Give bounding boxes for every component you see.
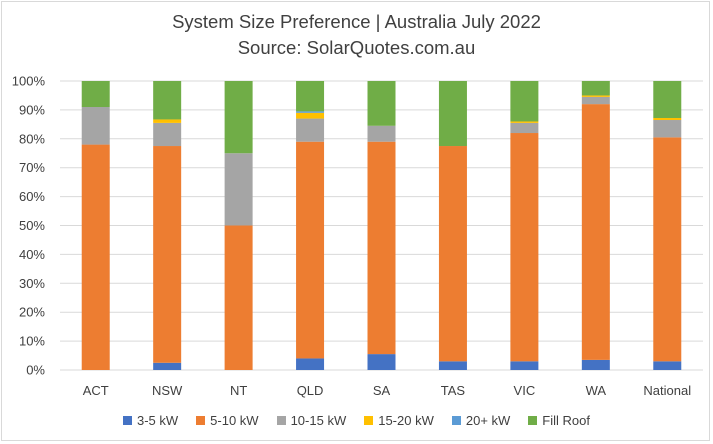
bar-segment — [438, 81, 467, 147]
bar-segment — [81, 107, 110, 145]
x-tick-label: QLD — [297, 383, 324, 398]
y-tick-label: 20% — [19, 305, 45, 320]
legend-item: Fill Roof — [528, 413, 590, 428]
bar-segment — [367, 81, 396, 126]
bar-segment — [153, 122, 182, 147]
legend-swatch — [123, 416, 132, 425]
legend-label: 20+ kW — [465, 413, 511, 428]
x-tick-label: NT — [230, 383, 247, 398]
bar-segment — [367, 141, 396, 355]
bar-segment — [224, 153, 253, 226]
bar-segment — [224, 81, 253, 154]
bar-segment — [581, 359, 610, 370]
y-tick-label: 10% — [19, 334, 45, 349]
bar-segment — [438, 146, 467, 362]
legend-label: 10-15 kW — [290, 413, 347, 428]
bar-segment — [153, 81, 182, 120]
bar-segment — [296, 111, 325, 113]
y-tick-label: 90% — [19, 102, 45, 117]
legend-item: 3-5 kW — [123, 413, 178, 428]
bar-segment — [510, 361, 539, 370]
bar-segment — [510, 122, 539, 134]
legend-swatch — [276, 416, 286, 425]
legend: 3-5 kW 5-10 kW 10-15 kW 15-20 kW 20+ kW Fill … — [0, 413, 713, 428]
bar-segment — [510, 81, 539, 122]
bar-segment — [581, 96, 610, 105]
bars — [81, 81, 682, 370]
bar-segment — [581, 95, 610, 97]
legend-item: 5-10 kW — [196, 413, 259, 428]
bar-segment — [438, 361, 467, 370]
y-tick-label: 40% — [19, 247, 45, 262]
bar-segment — [510, 133, 539, 362]
x-tick-label: National — [643, 383, 691, 398]
y-tick-label: 100% — [12, 74, 46, 89]
bar-segment — [581, 81, 610, 96]
bar-segment — [653, 120, 682, 138]
legend-swatch — [451, 416, 461, 425]
bar-segment — [153, 362, 182, 370]
bar-segment — [296, 118, 325, 142]
x-axis-labels: ACT NSW NT QLD SA TAS VIC WA National — [83, 383, 692, 398]
y-tick-label: 70% — [19, 160, 45, 175]
y-tick-label: 50% — [19, 218, 45, 233]
y-tick-label: 30% — [19, 276, 45, 291]
bar-segment — [510, 121, 539, 123]
x-tick-label: NSW — [152, 383, 183, 398]
bar-segment — [653, 117, 682, 121]
bar-segment — [296, 141, 325, 359]
bar-segment — [296, 112, 325, 119]
y-axis-labels: 0% 10% 20% 30% 40% 50% 60% 70% 80% 90% 100% — [12, 74, 46, 378]
legend-item: 20+ kW — [451, 413, 511, 428]
bar-segment — [81, 144, 110, 370]
bar-segment — [367, 125, 396, 142]
x-tick-label: SA — [373, 383, 391, 398]
bar-segment — [581, 104, 610, 360]
bar-segment — [296, 358, 325, 370]
x-tick-label: ACT — [83, 383, 109, 398]
legend-label: 3-5 kW — [137, 413, 179, 428]
bar-segment — [653, 361, 682, 370]
legend-label: Fill Roof — [542, 413, 590, 428]
legend-swatch — [364, 416, 374, 425]
bar-segment — [81, 81, 110, 108]
x-tick-label: WA — [586, 383, 607, 398]
legend-item: 10-15 kW — [276, 413, 347, 428]
bar-segment — [153, 146, 182, 363]
x-tick-label: TAS — [441, 383, 466, 398]
y-tick-label: 0% — [26, 363, 45, 378]
legend-label: 15-20 kW — [378, 413, 434, 428]
bar-segment — [367, 354, 396, 370]
legend-label: 5-10 kW — [210, 413, 259, 428]
bar-segment — [653, 81, 682, 118]
y-tick-label: 60% — [19, 189, 45, 204]
x-tick-label: VIC — [514, 383, 536, 398]
legend-swatch — [196, 416, 206, 425]
y-tick-label: 80% — [19, 131, 45, 146]
legend-item: 15-20 kW — [364, 413, 434, 428]
bar-segment — [153, 119, 182, 123]
bar-segment — [224, 225, 253, 370]
bar-segment — [296, 81, 325, 112]
chart-subtitle: Source: SolarQuotes.com.au — [237, 37, 476, 58]
legend-swatch — [528, 416, 538, 425]
bar-segment — [653, 137, 682, 362]
chart-title: System Size Preference | Australia July … — [172, 11, 541, 32]
